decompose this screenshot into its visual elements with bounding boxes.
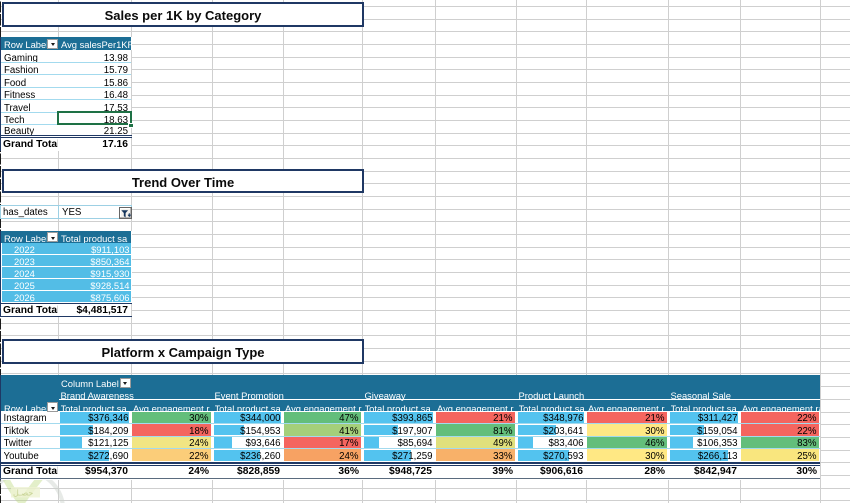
svg-text:حصـل: حصـل: [13, 489, 33, 498]
